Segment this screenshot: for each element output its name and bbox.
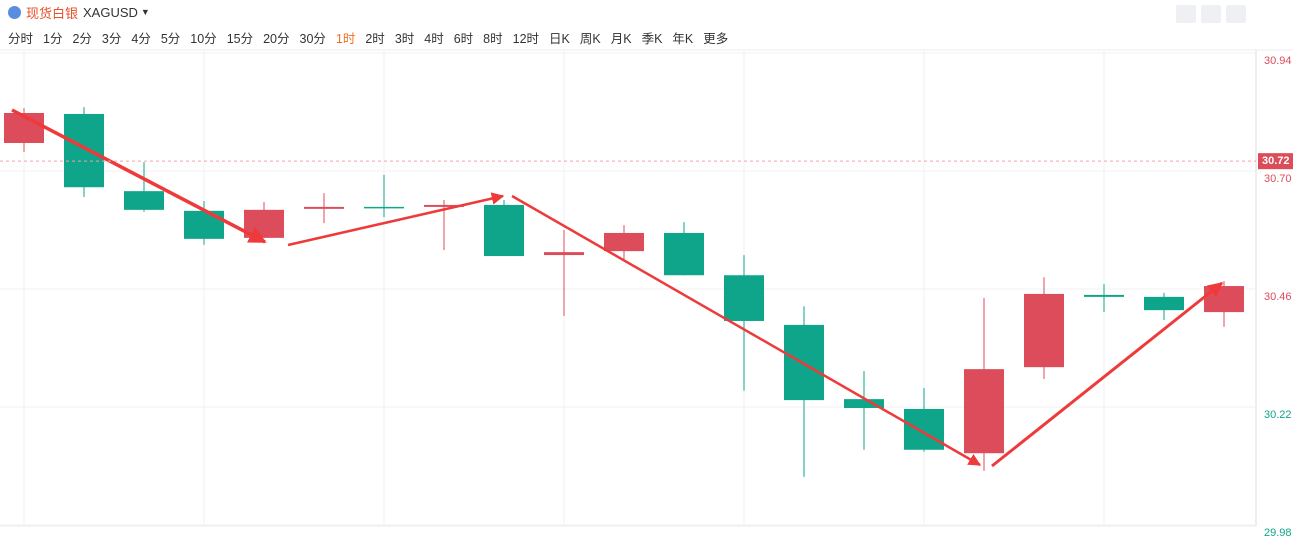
candle-body: [664, 232, 704, 276]
symbol[interactable]: XAGUSD: [83, 4, 138, 20]
candle-body: [484, 204, 524, 257]
candle-body: [364, 206, 404, 209]
candle-body: [904, 408, 944, 450]
period-tab[interactable]: 8时: [483, 32, 503, 46]
icon[interactable]: [1176, 5, 1196, 23]
candle-body: [724, 275, 764, 321]
icon[interactable]: [1254, 5, 1274, 23]
period-tab[interactable]: 1时: [335, 32, 356, 46]
period-tab[interactable]: 分时: [8, 32, 34, 46]
arrow: [511, 194, 982, 467]
period-tab[interactable]: 季K: [641, 32, 663, 46]
candle-body: [124, 191, 164, 210]
candle-body: [544, 252, 584, 256]
y-tick-label: 30.46: [1264, 291, 1292, 303]
period-tab[interactable]: 更多: [703, 32, 729, 46]
y-tick-label: 30.70: [1264, 173, 1292, 185]
icon[interactable]: [1279, 5, 1293, 23]
period-tab[interactable]: 5分: [160, 32, 181, 46]
candle-body: [64, 113, 104, 188]
candle-body: [844, 399, 884, 408]
arrow: [11, 108, 267, 244]
instrument-title[interactable]: 现货白银: [26, 5, 79, 21]
period-tab[interactable]: 年K: [672, 32, 694, 46]
trend-arrows: [11, 108, 1224, 468]
candle-body: [184, 210, 224, 239]
symbol-header: 现货白银 XAGUSD ▼: [8, 3, 150, 21]
period-tab[interactable]: 6时: [453, 32, 474, 46]
logo: [8, 5, 21, 19]
y-tick-label: 29.98: [1264, 527, 1292, 539]
y-tick-label: 30.94: [1264, 55, 1292, 67]
candle-body: [424, 204, 464, 207]
candle-body: [1144, 296, 1184, 311]
period-tab[interactable]: 20分: [263, 32, 290, 46]
period-tab[interactable]: 3分: [101, 32, 122, 46]
period-tab[interactable]: 10分: [190, 32, 217, 46]
period-tab[interactable]: 月K: [610, 32, 632, 46]
period-bar: 分时 1分 2分 3分 4分 5分 10分 15分 20分 30分 1时 2时 3时 4时 6时 8时 12时日…: [8, 28, 728, 47]
y-tick-label: 30.22: [1264, 409, 1292, 421]
candle-body: [304, 206, 344, 209]
period-tab[interactable]: 2分: [72, 32, 92, 46]
period-tab[interactable]: 1分: [43, 32, 63, 46]
candle-body: [1024, 293, 1064, 368]
dropdown-caret[interactable]: ▼: [140, 7, 150, 17]
current-price-label: 30.72: [1262, 155, 1290, 167]
current-price-box: [1258, 153, 1293, 170]
candle-body: [964, 369, 1004, 454]
period-tab[interactable]: 4分: [131, 32, 151, 46]
icon[interactable]: [1226, 5, 1246, 23]
candle-body: [1204, 286, 1244, 313]
period-tab[interactable]: 30分: [299, 32, 326, 46]
tool-icons: [1176, 5, 1246, 23]
arrow: [287, 192, 505, 247]
period-tab[interactable]: 3时: [394, 32, 415, 46]
candle-body: [604, 232, 644, 252]
candle-body: [1084, 294, 1124, 297]
period-tab[interactable]: 4时: [424, 32, 444, 46]
arrow: [991, 281, 1224, 468]
period-tab[interactable]: 12时: [512, 32, 540, 46]
period-tab[interactable]: 周K: [579, 32, 601, 46]
period-tab[interactable]: 日K: [549, 32, 570, 46]
period-tab[interactable]: 2时: [365, 32, 385, 46]
icon[interactable]: [1201, 5, 1221, 23]
window-icons: [1254, 5, 1293, 23]
period-tab[interactable]: 15分: [226, 32, 254, 46]
